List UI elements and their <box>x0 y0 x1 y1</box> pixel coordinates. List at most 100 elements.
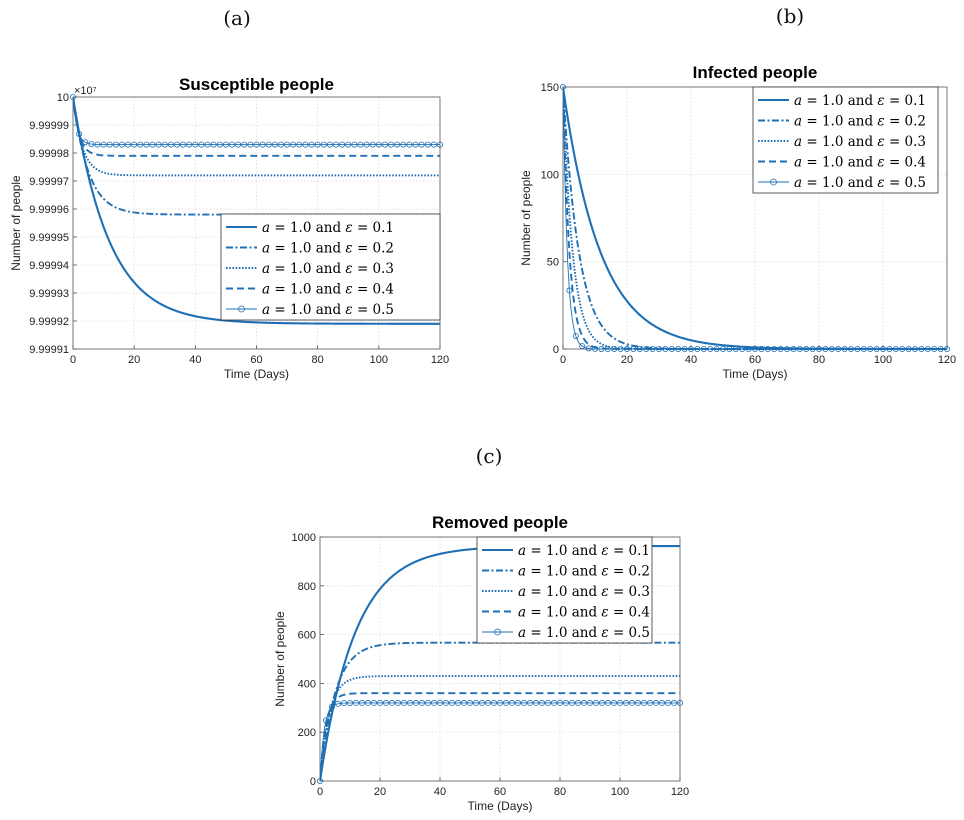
series-5-marker <box>388 699 395 706</box>
series-5-marker <box>671 699 678 706</box>
series-5-marker <box>688 345 695 352</box>
y-exponent-label: ×10⁷ <box>74 85 97 97</box>
x-tick-label: 20 <box>128 354 140 366</box>
series-5-marker <box>899 345 906 352</box>
series-5-marker <box>611 345 618 352</box>
series-5-marker <box>351 141 358 148</box>
y-tick-label: 9.99996 <box>29 204 69 216</box>
series-5-marker <box>70 94 77 101</box>
series-5-marker <box>653 699 660 706</box>
series-5-marker <box>76 130 83 137</box>
series-5-marker <box>382 699 389 706</box>
series-5-marker <box>320 141 327 148</box>
legend-marker <box>494 628 501 636</box>
series-5-marker <box>656 345 663 352</box>
series-5-marker <box>739 345 746 352</box>
series-5-marker <box>726 345 733 352</box>
series-5-marker <box>180 141 187 148</box>
series-5-marker <box>599 699 606 706</box>
series-5-marker <box>681 345 688 352</box>
series-5-marker <box>424 699 431 706</box>
series-5-marker <box>339 141 346 148</box>
y-tick-label: 9.99993 <box>29 288 69 300</box>
series-5-marker <box>604 345 611 352</box>
series-5-marker <box>816 345 823 352</box>
y-tick-label: 800 <box>298 581 316 593</box>
series-5-marker <box>302 141 309 148</box>
series-5-marker <box>677 699 684 706</box>
series-5-marker <box>472 699 479 706</box>
legend-label-3: a = 1.0 and ε = 0.3 <box>518 584 650 600</box>
panel-label-a: (a) <box>223 6 251 30</box>
x-tick-label: 80 <box>554 786 566 798</box>
series-5-marker <box>867 345 874 352</box>
series-5-marker <box>557 699 564 706</box>
series-5-marker <box>886 345 893 352</box>
series-5-marker <box>490 699 497 706</box>
series-5-marker <box>752 345 759 352</box>
y-tick-label: 1000 <box>292 532 316 544</box>
series-5-marker <box>521 699 528 706</box>
series-5-marker <box>204 141 211 148</box>
series-5-marker <box>394 141 401 148</box>
series-5-marker <box>484 699 491 706</box>
series-5-marker <box>436 699 443 706</box>
x-tick-label: 60 <box>749 354 761 366</box>
series-5-marker <box>649 345 656 352</box>
series-5-marker <box>424 141 431 148</box>
series-5-marker <box>235 141 242 148</box>
series-5-marker <box>363 141 370 148</box>
series-5-marker <box>94 141 101 148</box>
series-5-marker <box>173 141 180 148</box>
x-tick-label: 100 <box>611 786 629 798</box>
series-5-marker <box>641 699 648 706</box>
series-5-marker <box>784 345 791 352</box>
x-tick-label: 20 <box>374 786 386 798</box>
series-5-marker <box>758 345 765 352</box>
series-5-marker <box>442 699 449 706</box>
series-5-marker <box>764 345 771 352</box>
series-5-marker <box>605 699 612 706</box>
series-5-marker <box>835 345 842 352</box>
x-tick-label: 20 <box>621 354 633 366</box>
series-5-marker <box>370 699 377 706</box>
series-5-marker <box>88 141 95 148</box>
series-5-marker <box>515 699 522 706</box>
series-line-2 <box>320 641 680 782</box>
series-5-marker <box>412 699 419 706</box>
legend-label-3: a = 1.0 and ε = 0.3 <box>794 134 926 150</box>
legend-label-1: a = 1.0 and ε = 0.1 <box>794 93 926 109</box>
series-5-marker <box>210 141 217 148</box>
x-tick-label: 120 <box>938 354 956 366</box>
series-5-marker <box>675 345 682 352</box>
legend: a = 1.0 and ε = 0.1 a = 1.0 and ε = 0.2 a … <box>476 536 653 644</box>
series-5-marker <box>394 699 401 706</box>
series-5-marker <box>400 699 407 706</box>
series-5-marker <box>369 141 376 148</box>
series-5-marker <box>636 345 643 352</box>
legend-label-2: a = 1.0 and ε = 0.2 <box>518 564 650 580</box>
series-5-marker <box>828 345 835 352</box>
y-tick-label: 9.99992 <box>29 316 69 328</box>
series-5-marker <box>635 699 642 706</box>
series-5-marker <box>333 141 340 148</box>
series-5-marker <box>118 141 125 148</box>
x-tick-label: 120 <box>671 786 689 798</box>
series-5-marker <box>198 141 205 148</box>
series-5-marker <box>296 141 303 148</box>
chart-susceptible: 0 20 40 60 80 100 120 9.99991 9.99992 9.99993 9.99… <box>9 75 449 381</box>
series-5-marker <box>448 699 455 706</box>
series-5-marker <box>418 699 425 706</box>
series-5-marker <box>611 699 618 706</box>
chart-title: Removed people <box>432 513 568 532</box>
y-axis-label: Number of people <box>273 611 287 707</box>
x-tick-label: 100 <box>874 354 892 366</box>
series-5-marker <box>873 345 880 352</box>
series-5-marker <box>854 345 861 352</box>
series-5-marker <box>284 141 291 148</box>
series-5-marker <box>713 345 720 352</box>
series-5-marker <box>545 699 552 706</box>
y-tick-label: 0 <box>310 776 316 788</box>
series-5-marker <box>340 700 347 707</box>
